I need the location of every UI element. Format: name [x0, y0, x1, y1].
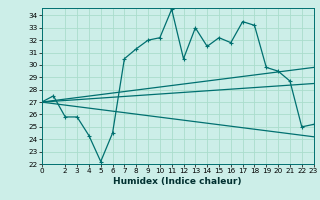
X-axis label: Humidex (Indice chaleur): Humidex (Indice chaleur) [113, 177, 242, 186]
